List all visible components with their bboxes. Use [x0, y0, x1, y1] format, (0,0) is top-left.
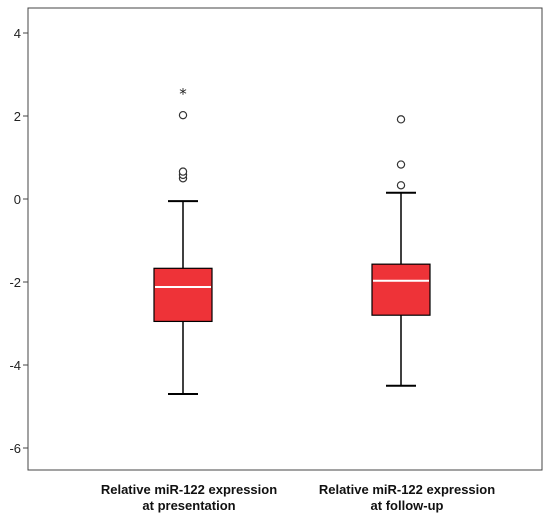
- x-category-label-line2: at follow-up: [371, 498, 444, 513]
- iqr-box: [371, 263, 431, 316]
- y-tick-label: 0: [14, 192, 21, 207]
- y-tick-label: -2: [9, 275, 21, 290]
- outlier-point: [396, 115, 406, 124]
- y-tick-label: 4: [14, 26, 21, 41]
- x-category-label-line1: Relative miR-122 expression: [101, 482, 277, 497]
- outlier-point: [396, 160, 406, 169]
- box-group-2: [371, 115, 431, 387]
- plot-frame: [27, 7, 543, 471]
- box-group-1: *: [153, 85, 213, 396]
- y-axis: 4 2 0 -2 -4 -6: [9, 26, 28, 456]
- x-category-label-line1: Relative miR-122 expression: [319, 482, 495, 497]
- outlier-point: [178, 167, 188, 176]
- outlier-point: [178, 110, 188, 120]
- y-tick-label: -4: [9, 358, 21, 373]
- boxes: *: [153, 85, 431, 396]
- extreme-point: *: [179, 85, 187, 103]
- outlier-point: [396, 181, 406, 190]
- iqr-box: [153, 267, 213, 323]
- y-tick-label: -6: [9, 441, 21, 456]
- x-category-label-line2: at presentation: [142, 498, 235, 513]
- y-tick-label: 2: [14, 109, 21, 124]
